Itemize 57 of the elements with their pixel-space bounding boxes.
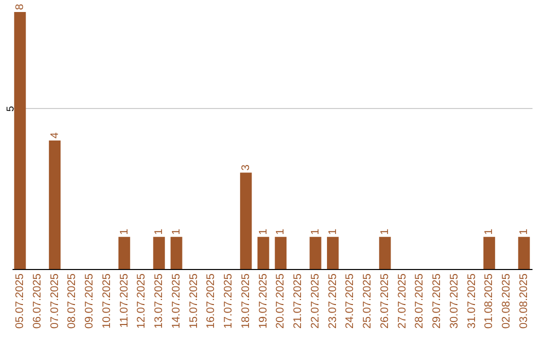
x-tick-label: 14.07.2025: [170, 274, 182, 329]
x-tick-label: 15.07.2025: [188, 274, 200, 329]
bar: [118, 236, 130, 269]
x-tick-label: 18.07.2025: [240, 274, 252, 329]
x-tick-label: 11.07.2025: [118, 274, 130, 328]
bar: [170, 236, 182, 269]
x-tick-label: 19.07.2025: [257, 274, 270, 329]
data-label: 4: [48, 132, 61, 138]
bar: [274, 236, 287, 269]
x-tick-label: 09.07.2025: [84, 274, 96, 329]
x-tick-label: 29.07.2025: [431, 274, 444, 329]
x-tick-label: 25.07.2025: [362, 274, 374, 329]
bar: [14, 12, 26, 269]
x-tick-label: 27.07.2025: [396, 274, 408, 329]
bar: [310, 236, 322, 269]
x-tick-label: 07.07.2025: [48, 274, 61, 329]
x-tick-label: 05.07.2025: [14, 274, 26, 329]
data-label: 1: [483, 228, 496, 235]
x-tick-label: 22.07.2025: [309, 274, 322, 329]
x-tick-label: 24.07.2025: [344, 274, 356, 329]
data-label: 1: [274, 228, 287, 235]
data-label: 1: [326, 228, 339, 235]
x-tick-label: 10.07.2025: [100, 274, 113, 329]
data-label: 1: [118, 228, 130, 235]
x-tick-label: 08.07.2025: [66, 274, 78, 329]
x-tick-label: 03.08.2025: [518, 274, 530, 329]
data-label: 1: [309, 228, 322, 235]
data-label: 8: [14, 4, 26, 10]
x-tick-label: 20.07.2025: [274, 274, 287, 329]
data-label: 3: [240, 164, 252, 171]
bar: [257, 236, 270, 269]
x-tick-label: 31.07.2025: [466, 274, 478, 329]
x-tick-label: 16.07.2025: [205, 274, 218, 329]
x-tick-label: 23.07.2025: [326, 274, 339, 329]
x-tick-label: 21.07.2025: [292, 274, 304, 329]
data-label: 1: [378, 228, 391, 235]
bar: [326, 236, 339, 269]
y-tick-label: 5: [6, 106, 16, 112]
x-tick-label: 13.07.2025: [153, 274, 166, 329]
bar: [153, 236, 165, 269]
bar: [48, 140, 61, 269]
bar: [240, 172, 252, 269]
bar: [483, 236, 496, 269]
x-tick-label: 28.07.2025: [414, 274, 426, 329]
data-label: 1: [153, 228, 166, 235]
data-label: 1: [518, 228, 530, 235]
x-tick-label: 17.07.2025: [222, 274, 235, 329]
bar: [379, 236, 391, 269]
bar: [518, 236, 530, 269]
x-tick-label: 06.07.2025: [31, 274, 44, 329]
x-tick-label: 02.08.2025: [500, 274, 513, 329]
data-label: 1: [257, 228, 270, 235]
x-tick-label: 01.08.2025: [483, 274, 496, 329]
x-tick-label: 26.07.2025: [378, 274, 391, 329]
x-tick-label: 30.07.2025: [448, 274, 460, 329]
x-tick-label: 12.07.2025: [136, 274, 148, 329]
data-label: 1: [170, 228, 182, 235]
